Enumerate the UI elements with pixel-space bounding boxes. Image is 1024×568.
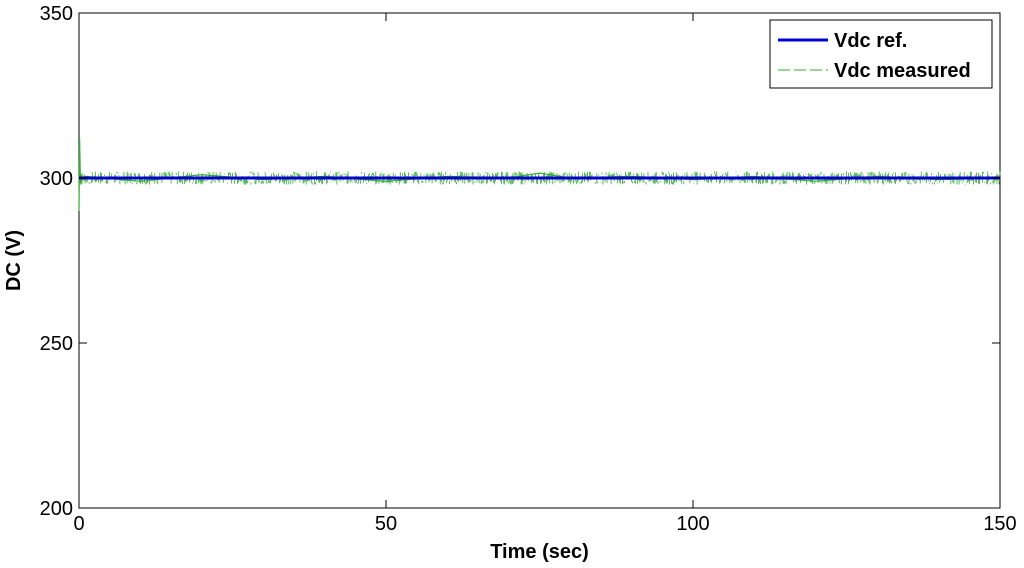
- y-tick-label: 250: [40, 333, 73, 355]
- plot-area: [78, 12, 1001, 509]
- x-tick-label: 100: [676, 513, 709, 535]
- tick-layer: 0 50 100 150 200 250 300 350: [40, 3, 1017, 535]
- x-tick-label: 50: [375, 513, 397, 535]
- legend: Vdc ref. Vdc measured: [769, 19, 993, 89]
- y-tick-label: 350: [40, 3, 73, 25]
- y-axis-title: DC (V): [3, 230, 25, 291]
- y-tick-label: 300: [40, 168, 73, 190]
- x-axis-title: Time (sec): [490, 541, 589, 563]
- y-tick-label: 200: [40, 498, 73, 520]
- legend-label-vdc-ref: Vdc ref.: [834, 30, 907, 52]
- legend-box: [769, 19, 993, 89]
- x-tick-label: 150: [983, 513, 1016, 535]
- x-tick-label: 0: [73, 513, 84, 535]
- legend-label-vdc-measured: Vdc measured: [834, 60, 971, 82]
